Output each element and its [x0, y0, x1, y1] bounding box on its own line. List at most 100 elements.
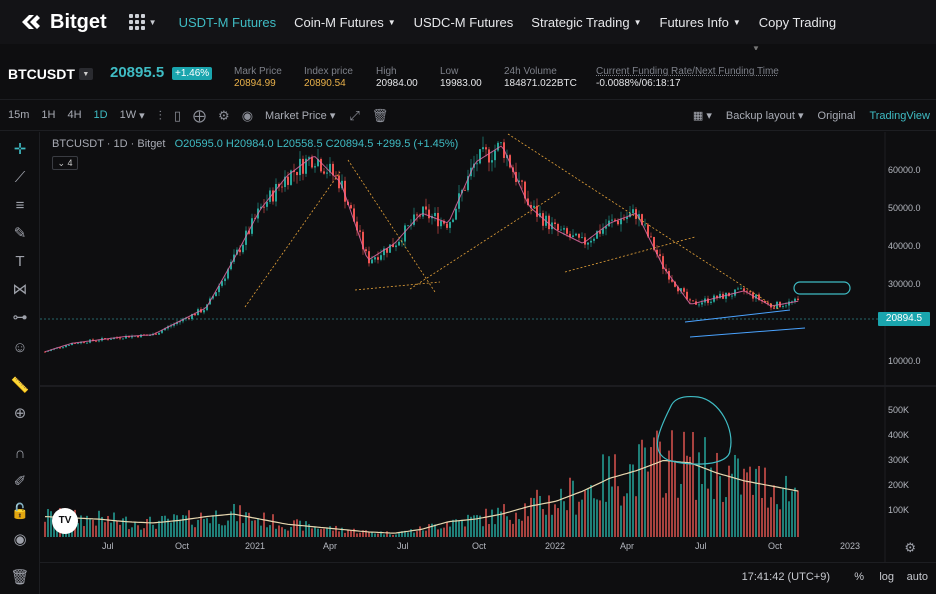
view-original-tab[interactable]: Original [817, 109, 856, 122]
delete-icon[interactable]: 🗑 [10, 569, 30, 586]
volume-bar [503, 504, 505, 537]
nav-item-label: USDT-M Futures [178, 14, 277, 30]
nav-item-2[interactable]: USDC-M Futures [414, 15, 514, 30]
volume-bar [515, 512, 517, 537]
candle-body [416, 214, 418, 216]
fullscreen-icon[interactable]: ⤢ [349, 107, 360, 123]
camera-icon[interactable]: ◉ [241, 107, 254, 123]
volume-bar [194, 527, 196, 537]
chevron-down-icon: ▼ [633, 17, 642, 27]
candle-body [734, 289, 736, 296]
magnet-icon[interactable]: ∩ [14, 445, 26, 462]
nav-item-3[interactable]: Strategic Trading ▼ [531, 15, 641, 30]
pattern-icon[interactable]: ⋈ [12, 281, 28, 298]
interval-4H[interactable]: 4H [67, 109, 82, 121]
nav-item-4[interactable]: Futures Info ▼ [660, 15, 741, 30]
volume-bar [284, 529, 286, 537]
candle-body [137, 335, 139, 338]
volume-bar [446, 522, 448, 537]
volume-bar [449, 526, 451, 537]
volume-bar [782, 487, 784, 537]
nav-item-1[interactable]: Coin-M Futures ▼ [294, 15, 396, 30]
volume-bar [224, 525, 226, 537]
candle-body [581, 237, 583, 239]
volume-bar [740, 494, 742, 537]
candle-body [620, 218, 622, 225]
emoji-icon[interactable]: ☺ [12, 339, 28, 356]
nav-item-label: Strategic Trading [531, 14, 630, 30]
price-type-label: Market Price [265, 110, 327, 122]
lock-drawing-icon[interactable]: ✐ [13, 473, 27, 490]
candle-body [509, 155, 511, 168]
brand-logo[interactable]: Bitget [18, 9, 107, 35]
candle-body [365, 249, 367, 252]
stat-label: Current Funding Rate/Next Funding Time [596, 66, 779, 77]
time-tick-label: Oct [472, 541, 487, 551]
volume-bar [317, 528, 319, 537]
price-chart[interactable] [40, 132, 936, 562]
volume-bar [773, 485, 775, 537]
time-tick-label: Apr [620, 541, 635, 551]
interval-more-icon[interactable]: ▾ [139, 110, 145, 122]
candle-body [740, 288, 742, 290]
lock-icon[interactable]: 🔓 [10, 503, 30, 520]
compare-icon[interactable]: ⨁ [193, 107, 207, 123]
auto-toggle[interactable]: auto [906, 571, 928, 583]
price-type-select[interactable]: Market Price ▾ [265, 110, 336, 122]
volume-bar [218, 523, 220, 537]
candle-body [329, 163, 331, 173]
eye-icon[interactable]: ◉ [13, 531, 27, 548]
text-icon[interactable]: T [15, 253, 25, 270]
ruler-icon[interactable]: 📏 [10, 377, 30, 394]
view-tradingview-tab[interactable]: TradingView [869, 109, 930, 122]
bar-type-icon[interactable]: ▯ [173, 107, 182, 123]
collapse-chevron-icon[interactable]: ▼ [752, 44, 760, 53]
nav-items: USDT-M Futures Coin-M Futures ▼ USDC-M Futu… [161, 15, 837, 30]
candle-body [578, 233, 580, 238]
candle-body [662, 256, 664, 269]
percent-toggle[interactable]: % [854, 571, 864, 583]
zoom-icon[interactable]: ⊕ [13, 405, 27, 422]
candle-body [239, 249, 241, 253]
trend-line-icon[interactable]: ⟋ [14, 169, 26, 186]
volume-bar [440, 528, 442, 537]
nav-item-5[interactable]: Copy Trading [759, 15, 836, 30]
volume-bar [389, 534, 391, 537]
candle-body [605, 226, 607, 229]
symbol-selector[interactable]: BTCUSDT ▼ [8, 66, 93, 82]
volume-bar [575, 514, 577, 537]
candle-body [77, 343, 79, 345]
chart-settings-icon[interactable]: ⚙ [904, 540, 916, 555]
candle-body [374, 257, 376, 260]
indicator-icon[interactable]: ⫶ [158, 107, 162, 123]
layout-grid-icon[interactable]: ▦ ▾ [692, 110, 712, 122]
top-nav: Bitget ▼ USDT-M Futures Coin-M Futures ▼ US… [0, 0, 936, 44]
candle-body [638, 214, 640, 220]
volume-bar [371, 532, 373, 537]
brush-icon[interactable]: ✎ [13, 225, 27, 242]
trash-icon[interactable]: 🗑 [371, 107, 389, 123]
volume-bar [47, 509, 49, 537]
volume-bar [680, 483, 682, 537]
log-toggle[interactable]: log [879, 571, 894, 583]
measure-icon[interactable]: ⊶ [12, 309, 28, 326]
candle-body [536, 205, 538, 217]
interval-1D[interactable]: 1D [93, 109, 108, 121]
candle-body [221, 281, 223, 286]
crosshair-icon[interactable]: ✛ [13, 141, 27, 158]
interval-15m[interactable]: 15m [8, 109, 30, 121]
volume-bar [161, 515, 163, 537]
interval-1W[interactable]: 1W [119, 109, 137, 121]
candle-body [680, 288, 682, 292]
candle-body [710, 301, 712, 303]
chart-area[interactable]: BTCUSDT · 1D · Bitget O20595.0 H20984.0 … [40, 132, 936, 562]
apps-menu-button[interactable]: ▼ [128, 14, 157, 30]
nav-item-0[interactable]: USDT-M Futures [179, 15, 277, 30]
interval-1H[interactable]: 1H [41, 109, 56, 121]
volume-bar [560, 488, 562, 537]
settings-icon[interactable]: ⚙ [218, 107, 230, 123]
indicator-toggle[interactable]: ⌄ 4 [52, 156, 78, 170]
horizontal-lines-icon[interactable]: ≡ [15, 197, 25, 214]
candle-body [407, 225, 409, 227]
backup-layout-select[interactable]: Backup layout ▾ [725, 110, 804, 122]
